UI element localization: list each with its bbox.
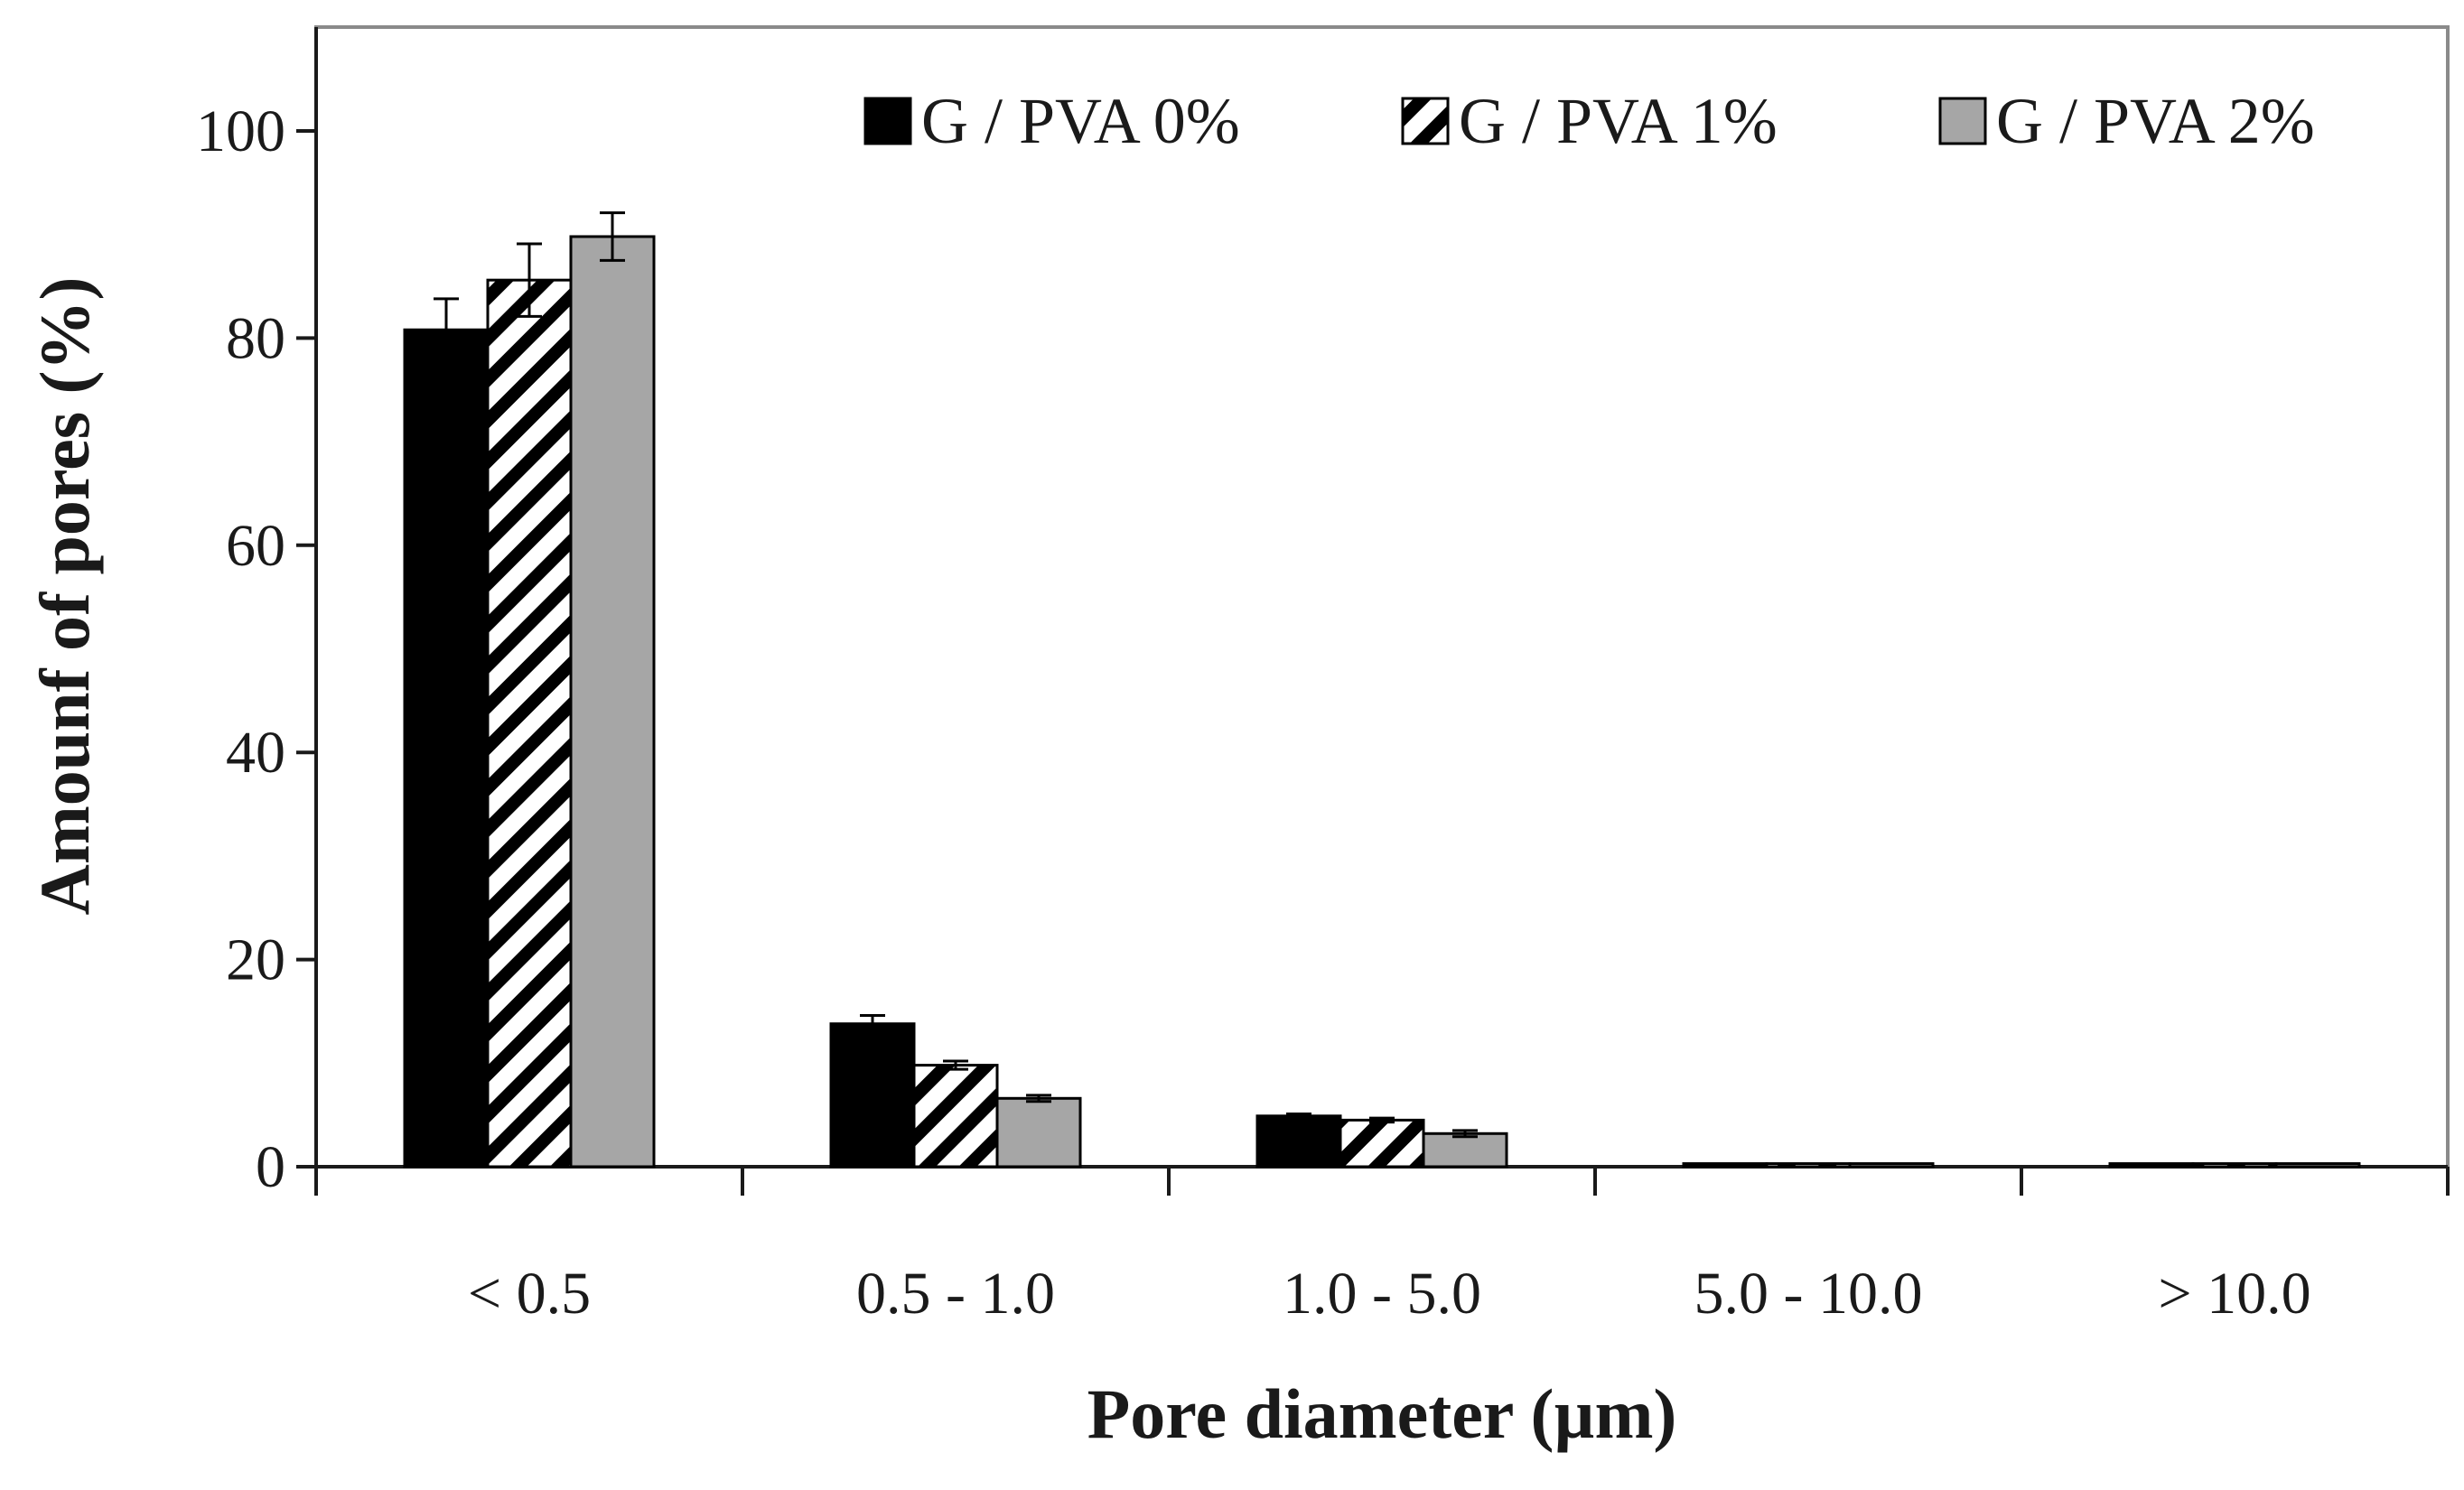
bar-s2-c0 <box>569 235 656 1169</box>
x-axis-title: Pore diameter (µm) <box>1087 1374 1677 1453</box>
bar-s0-c4 <box>2108 1162 2195 1169</box>
legend-label-g-pva-0: G / PVA 0% <box>921 85 1240 157</box>
bar-s0-c2 <box>1255 1114 1342 1169</box>
bar-s1-c4 <box>2191 1162 2278 1169</box>
error-bars <box>434 211 1478 1139</box>
y-axis-title: Amounf of pores (%) <box>25 276 104 915</box>
bar-s2-c2 <box>1422 1131 1508 1169</box>
x-tick-label-4: > 10.0 <box>2158 1261 2310 1327</box>
legend: G / PVA 0% G / PVA 1% G / PVA 2% <box>863 85 2315 157</box>
bar-s2-c3 <box>1848 1162 1935 1169</box>
y-axis: 0 20 40 60 80 100 <box>196 98 316 1200</box>
legend-swatch-g-pva-1 <box>1401 97 1450 145</box>
legend-swatch-g-pva-2 <box>1938 97 1987 145</box>
bar-s2-c1 <box>995 1096 1082 1169</box>
legend-swatch-g-pva-0 <box>863 97 912 145</box>
legend-label-g-pva-2: G / PVA 2% <box>1996 85 2315 157</box>
bar-s1-c2 <box>1339 1118 1425 1169</box>
bar-s1-c0 <box>486 278 573 1169</box>
bar-s1-c1 <box>912 1064 999 1169</box>
x-tick-label-2: 1.0 - 5.0 <box>1283 1261 1481 1327</box>
y-tick-label-0: 0 <box>256 1134 285 1200</box>
y-tick-label-60: 60 <box>226 513 285 579</box>
x-axis: < 0.5 0.5 - 1.0 1.0 - 5.0 5.0 - 10.0 > 10.0 <box>314 1167 2450 1327</box>
bars <box>403 235 2361 1169</box>
y-tick-label-20: 20 <box>226 927 285 993</box>
x-tick-label-0: < 0.5 <box>468 1261 591 1327</box>
legend-label-g-pva-1: G / PVA 1% <box>1459 85 1778 157</box>
bar-s0-c0 <box>403 328 490 1169</box>
bar-s1-c3 <box>1765 1162 1852 1169</box>
bar-s2-c4 <box>2274 1162 2361 1169</box>
bar-s0-c3 <box>1682 1162 1769 1169</box>
y-tick-label-40: 40 <box>226 720 285 786</box>
y-tick-label-100: 100 <box>196 98 285 164</box>
y-tick-label-80: 80 <box>226 305 285 371</box>
bar-s0-c1 <box>829 1022 916 1169</box>
x-tick-label-1: 0.5 - 1.0 <box>856 1261 1055 1327</box>
x-tick-label-3: 5.0 - 10.0 <box>1694 1261 1923 1327</box>
